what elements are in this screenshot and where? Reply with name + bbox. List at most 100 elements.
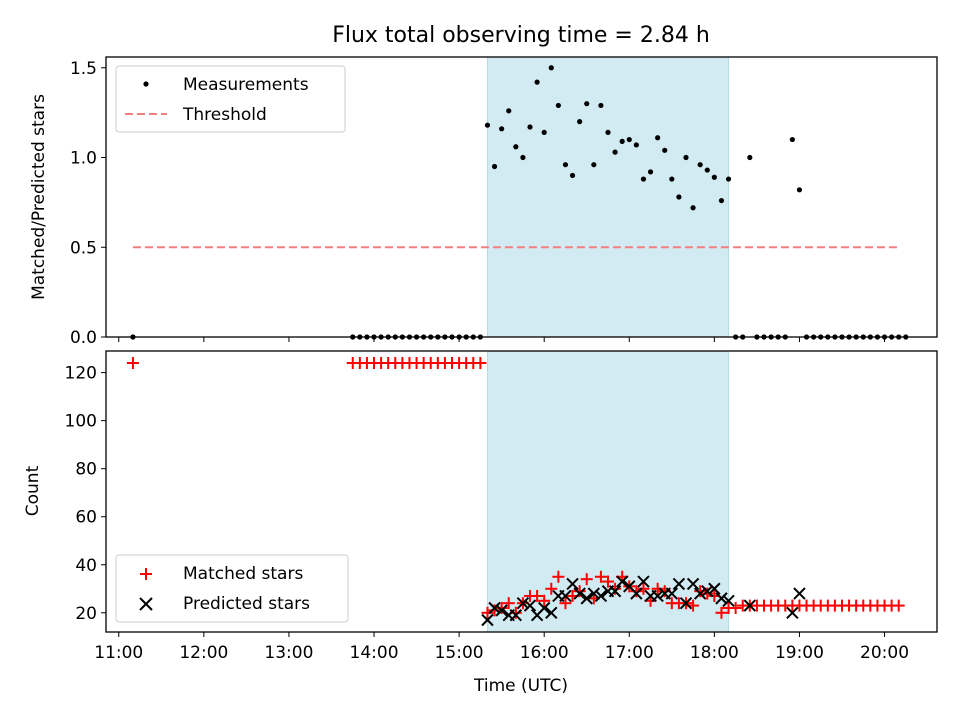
measurement-point	[676, 194, 682, 200]
bottom-xlabel: Time (UTC)	[473, 676, 568, 696]
bottom-xtick-label: 17:00	[605, 643, 654, 663]
legend-label-predicted-stars: Predicted stars	[183, 594, 310, 614]
matched-star-point	[630, 585, 643, 598]
measurement-point	[711, 174, 717, 180]
predicted-star-point	[594, 589, 608, 603]
measurement-point	[591, 162, 597, 168]
top-ytick-label: 1.0	[70, 149, 97, 169]
legend-marker-predicted-stars	[139, 597, 153, 611]
top-ylabel: Matched/Predicted stars	[29, 94, 49, 300]
measurement-point	[534, 79, 540, 85]
predicted-star-point	[516, 596, 530, 610]
top-ytick-label: 0.5	[70, 238, 97, 258]
predicted-star-point	[573, 587, 586, 600]
bottom-xtick-label: 12:00	[179, 643, 228, 663]
bottom-xtick-label: 20:00	[860, 643, 909, 663]
legend-marker-matched-stars	[140, 568, 152, 580]
predicted-star-point	[566, 577, 579, 591]
matched-star-point	[694, 585, 707, 598]
measurement-point	[690, 205, 696, 211]
matched-star-point	[552, 570, 565, 583]
matched-star-point	[651, 582, 664, 595]
predicted-star-point	[665, 587, 679, 600]
matched-star-point	[580, 573, 593, 586]
measurement-point	[725, 176, 732, 182]
predicted-star-point	[537, 601, 551, 615]
predicted-star-point	[651, 589, 664, 603]
predicted-star-point	[715, 592, 728, 605]
predicted-star-point	[672, 577, 686, 591]
measurement-point	[683, 154, 689, 161]
top-ytick-label: 0.0	[70, 328, 97, 348]
predicted-star-point	[793, 587, 806, 600]
matched-star-point	[594, 570, 607, 583]
measurement-point	[704, 167, 710, 173]
matched-star-point	[729, 601, 742, 614]
legend-label-measurements: Measurements	[183, 75, 309, 95]
predicted-star-point	[488, 601, 501, 615]
predicted-star-point	[637, 575, 650, 588]
bottom-xtick-label: 18:00	[690, 643, 739, 663]
predicted-star-point	[708, 582, 721, 595]
predicted-star-point	[686, 577, 700, 591]
measurement-point	[499, 126, 505, 132]
bottom-plot: 11:00 12:00 13:00 14:00 15:00 16:00 17:00 18:00…	[23, 350, 938, 696]
measurement-point	[506, 108, 512, 114]
bottom-xtick-label: 11:00	[94, 643, 143, 663]
predicted-star-point	[509, 608, 523, 622]
predicted-star-point	[545, 606, 558, 619]
predicted-star-point	[701, 584, 714, 598]
measurement-point	[789, 136, 795, 143]
bottom-ylabel: Count	[23, 465, 43, 516]
top-plot-frame	[105, 56, 938, 338]
matched-star-point	[715, 606, 728, 619]
predicted-star-point	[587, 587, 601, 600]
measurement-point	[491, 163, 498, 170]
matched-star-point	[502, 597, 515, 610]
measurement-point	[520, 154, 526, 161]
predicted-star-point	[580, 592, 593, 605]
matched-star-point	[701, 587, 714, 600]
legend-label-threshold: Threshold	[182, 105, 267, 125]
legend-label-matched-stars: Matched stars	[183, 564, 303, 584]
top-legend: Measurements Threshold	[115, 65, 346, 133]
predicted-star-point	[693, 587, 707, 600]
bottom-xtick-label: 13:00	[264, 643, 313, 663]
matched-star-point	[545, 582, 558, 595]
measurement-point	[697, 162, 703, 168]
bottom-ytick-label: 80	[75, 460, 97, 480]
matched-star-point	[126, 357, 139, 370]
measurement-point	[662, 147, 668, 153]
measurement-point	[513, 144, 519, 150]
top-plot: 0.0 0.5 1.0 1.5 Matched/Predicted stars Mea…	[29, 56, 938, 348]
measurement-point	[718, 197, 725, 204]
predicted-star-point	[786, 606, 799, 619]
bottom-ytick-label: 20	[75, 604, 97, 624]
measurement-point	[647, 169, 654, 175]
matched-star-point	[559, 597, 572, 610]
predicted-star-point	[608, 584, 622, 598]
measurement-point	[605, 129, 611, 135]
predicted-star-point	[481, 613, 494, 627]
measurement-point	[747, 154, 753, 161]
measurement-point	[669, 176, 675, 182]
bottom-legend-box	[115, 554, 349, 623]
measurement-point	[598, 102, 604, 109]
matched-star-point	[538, 594, 551, 607]
matched-star-point	[474, 357, 487, 370]
top-ytick-label: 1.5	[70, 59, 97, 79]
bottom-legend: Matched stars Predicted stars	[115, 554, 349, 623]
measurement-point	[626, 136, 632, 143]
measurement-point	[612, 149, 618, 155]
bottom-ytick-label: 100	[65, 412, 97, 432]
measurement-point	[796, 187, 803, 193]
matched-star-point	[602, 575, 615, 588]
measurement-point	[655, 135, 661, 141]
matched-star-point	[531, 589, 544, 602]
matched-star-point	[573, 585, 586, 598]
measurement-point	[484, 122, 491, 128]
matched-star-point	[488, 604, 501, 617]
measurement-point	[577, 119, 583, 125]
bottom-ytick-label: 120	[65, 364, 97, 384]
